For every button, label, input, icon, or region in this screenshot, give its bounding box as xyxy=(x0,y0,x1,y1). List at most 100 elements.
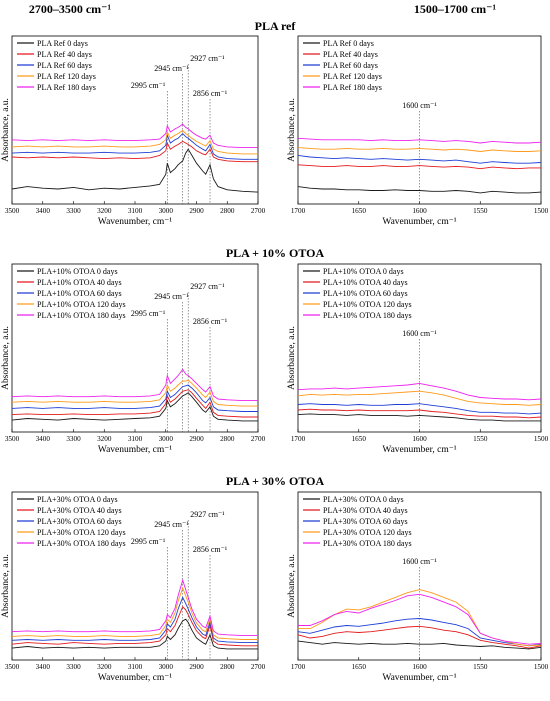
legend-label: PLA+10% OTOA 40 days xyxy=(323,278,408,287)
annotation-label: 2945 cm⁻¹ xyxy=(154,64,189,73)
x-tick-label: 1700 xyxy=(291,435,306,443)
x-axis-label: Wavenumber, cm⁻¹ xyxy=(98,445,172,455)
series-line-5 xyxy=(11,368,258,402)
series-line-1 xyxy=(11,392,258,422)
legend-label: PLA+30% OTOA 0 days xyxy=(323,495,404,504)
x-tick-label: 2800 xyxy=(220,207,235,215)
chart-panel-1: 3500 3400 3300 3200 3100 3000 2900 2800 2700 Wave… xyxy=(1,35,266,227)
x-tick-label: 2900 xyxy=(189,663,204,671)
chart-panel-2: 1700 1650 1600 1550 1500 Wavenumber, cm⁻¹ Abso… xyxy=(287,35,549,227)
series-line-3 xyxy=(297,403,542,415)
legend-label: PLA+10% OTOA 180 days xyxy=(323,311,412,320)
annotation-label: 2995 cm⁻¹ xyxy=(131,537,166,546)
x-axis-label: Wavenumber, cm⁻¹ xyxy=(98,673,172,683)
legend-label: PLA Ref 40 days xyxy=(323,50,378,59)
x-tick-label: 3200 xyxy=(97,207,112,215)
y-axis-label: Absorbance, a.u. xyxy=(1,326,11,390)
column-header-left: 2700–3500 cm⁻¹ xyxy=(29,2,112,16)
x-tick-label: 2700 xyxy=(251,663,266,671)
legend-label: PLA+30% OTOA 60 days xyxy=(323,517,408,526)
x-tick-label: 3000 xyxy=(159,663,174,671)
series-line-3 xyxy=(297,618,542,647)
series-line-2 xyxy=(297,408,542,419)
x-tick-label: 3500 xyxy=(5,207,20,215)
series-line-5 xyxy=(11,578,258,637)
x-tick-label: 2700 xyxy=(251,207,266,215)
series-line-2 xyxy=(297,164,541,170)
series-line-4 xyxy=(11,129,258,155)
x-tick-label: 2900 xyxy=(189,435,204,443)
series-line-1 xyxy=(297,186,542,194)
x-tick-label: 1650 xyxy=(352,663,367,671)
series-line-2 xyxy=(11,605,258,647)
legend-label: PLA+30% OTOA 120 days xyxy=(323,528,412,537)
row-title-pla-ref: PLA ref xyxy=(255,19,297,33)
legend-label: PLA Ref 40 days xyxy=(37,50,92,59)
legend: PLA+10% OTOA 0 days PLA+10% OTOA 40 days P… xyxy=(303,267,412,320)
legend-label: PLA+10% OTOA 0 days xyxy=(37,267,118,276)
annotation-label: 2995 cm⁻¹ xyxy=(131,81,166,90)
series-line-3 xyxy=(11,384,258,412)
x-tick-label: 1500 xyxy=(534,435,549,443)
x-tick-label: 3100 xyxy=(128,663,143,671)
x-tick-label: 1500 xyxy=(534,663,549,671)
series-line-2 xyxy=(297,625,542,649)
annotation-label: 2927 cm⁻¹ xyxy=(190,54,225,63)
x-axis-label: Wavenumber, cm⁻¹ xyxy=(382,673,456,683)
legend-label: PLA+10% OTOA 40 days xyxy=(37,278,122,287)
annotation-label: 2945 cm⁻¹ xyxy=(154,520,189,529)
legend: PLA+10% OTOA 0 days PLA+10% OTOA 40 days P… xyxy=(17,267,126,320)
legend-label: PLA+30% OTOA 40 days xyxy=(37,506,122,515)
row-title-pla-10-otoa: PLA + 10% OTOA xyxy=(226,246,325,260)
series-line-2 xyxy=(11,389,258,418)
annotation-label: 2856 cm⁻¹ xyxy=(193,89,228,98)
x-axis-label: Wavenumber, cm⁻¹ xyxy=(382,217,456,227)
legend-label: PLA Ref 120 days xyxy=(323,72,382,81)
series-line-5 xyxy=(298,593,542,645)
x-tick-label: 3000 xyxy=(159,435,174,443)
x-tick-label: 1550 xyxy=(473,663,488,671)
annotation-label: 2945 cm⁻¹ xyxy=(154,292,189,301)
legend-label: PLA Ref 0 days xyxy=(323,39,374,48)
y-axis-label: Absorbance, a.u. xyxy=(287,554,297,618)
x-tick-label: 3500 xyxy=(5,663,20,671)
series-line-4 xyxy=(297,147,542,152)
series-line-1 xyxy=(297,413,541,422)
legend-label: PLA+30% OTOA 120 days xyxy=(37,528,126,537)
legend-label: PLA+10% OTOA 60 days xyxy=(323,289,408,298)
annotation-label: 2856 cm⁻¹ xyxy=(193,545,228,554)
x-tick-label: 1550 xyxy=(473,207,488,215)
x-tick-label: 3400 xyxy=(36,207,51,215)
y-axis-label: Absorbance, a.u. xyxy=(287,326,297,390)
series-line-3 xyxy=(297,154,542,164)
x-tick-label: 1550 xyxy=(473,435,488,443)
chart-panel-3: 3500 3400 3300 3200 3100 3000 2900 2800 2700 Wave… xyxy=(1,263,266,455)
legend: PLA Ref 0 days PLA Ref 40 days PLA Ref 60 … xyxy=(17,39,96,92)
legend-label: PLA+30% OTOA 40 days xyxy=(323,506,408,515)
chart-panel-4: 1700 1650 1600 1550 1500 Wavenumber, cm⁻¹ Abso… xyxy=(287,263,549,455)
x-tick-label: 1600 xyxy=(412,435,427,443)
y-axis-label: Absorbance, a.u. xyxy=(1,554,11,618)
series-line-1 xyxy=(11,618,258,650)
legend-label: PLA Ref 180 days xyxy=(37,83,96,92)
legend-label: PLA+30% OTOA 180 days xyxy=(323,539,412,548)
legend-label: PLA+10% OTOA 60 days xyxy=(37,289,122,298)
x-tick-label: 1500 xyxy=(534,207,549,215)
legend-label: PLA+10% OTOA 120 days xyxy=(323,300,412,309)
series-line-5 xyxy=(297,382,542,401)
x-tick-label: 2700 xyxy=(251,435,266,443)
x-axis-label: Wavenumber, cm⁻¹ xyxy=(98,217,172,227)
series-line-5 xyxy=(297,137,542,144)
x-tick-label: 3500 xyxy=(5,435,20,443)
series-line-1 xyxy=(11,148,259,193)
x-tick-label: 3100 xyxy=(128,435,143,443)
x-tick-label: 3400 xyxy=(36,663,51,671)
x-tick-label: 2800 xyxy=(220,435,235,443)
x-tick-label: 3200 xyxy=(97,435,112,443)
series-line-2 xyxy=(11,140,258,163)
series-line-4 xyxy=(11,586,258,640)
chart-panels: 3500 3400 3300 3200 3100 3000 2900 2800 2700 Wave… xyxy=(1,35,549,683)
legend-label: PLA+10% OTOA 120 days xyxy=(37,300,126,309)
x-tick-label: 3300 xyxy=(66,435,81,443)
